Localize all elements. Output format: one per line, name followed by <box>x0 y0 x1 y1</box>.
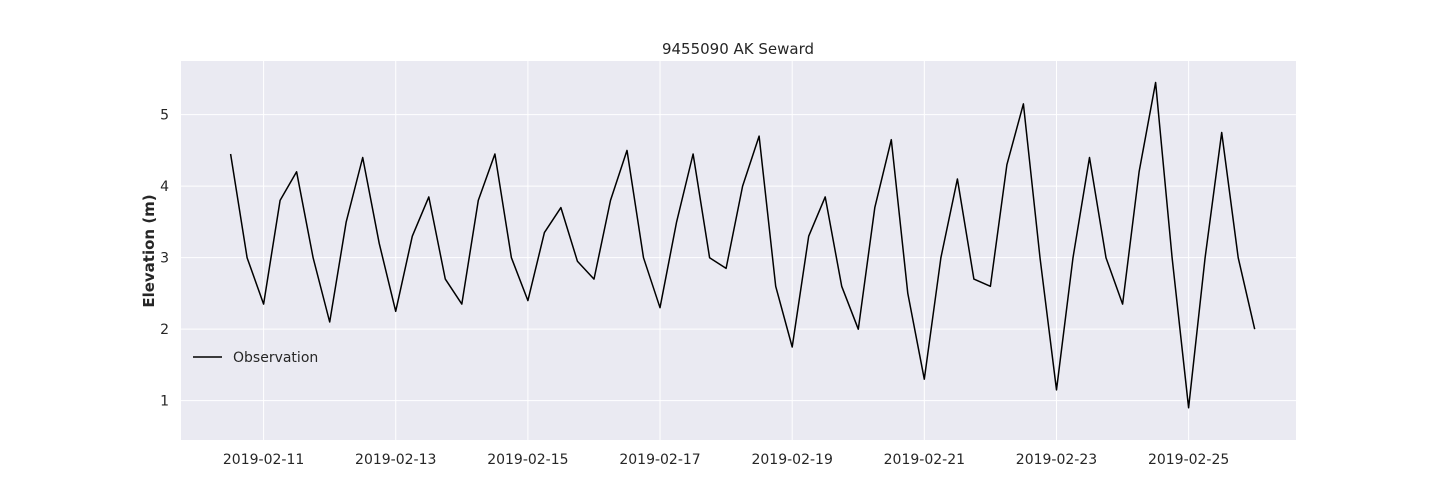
x-tick-label: 2019-02-23 <box>1016 452 1097 468</box>
observation-legend-label: Observation <box>233 350 318 366</box>
x-tick-label: 2019-02-13 <box>355 452 436 468</box>
x-tick-label: 2019-02-25 <box>1148 452 1229 468</box>
x-tick-label: 2019-02-15 <box>487 452 568 468</box>
x-tick-label: 2019-02-21 <box>884 452 965 468</box>
x-tick-label: 2019-02-19 <box>751 452 832 468</box>
grid-lines <box>181 61 1296 440</box>
y-tick-label: 4 <box>160 179 169 195</box>
legend: Observation <box>193 350 318 366</box>
y-tick-label: 3 <box>160 251 169 267</box>
observation-line <box>229 81 1256 409</box>
x-axis: 2019-02-11 2019-02-13 2019-02-15 2019-02-17… <box>223 452 1229 468</box>
y-tick-label: 2 <box>160 322 169 338</box>
data-series <box>229 81 1256 409</box>
x-tick-label: 2019-02-17 <box>619 452 700 468</box>
y-axis: 1 2 3 4 5 <box>160 108 169 410</box>
chart-title: 9455090 AK Seward <box>662 40 814 58</box>
x-tick-label: 2019-02-11 <box>223 452 304 468</box>
plot-area <box>181 61 1296 440</box>
y-tick-label: 5 <box>160 108 169 124</box>
y-axis-label: Elevation (m) <box>140 194 158 307</box>
y-tick-label: 1 <box>160 394 169 410</box>
